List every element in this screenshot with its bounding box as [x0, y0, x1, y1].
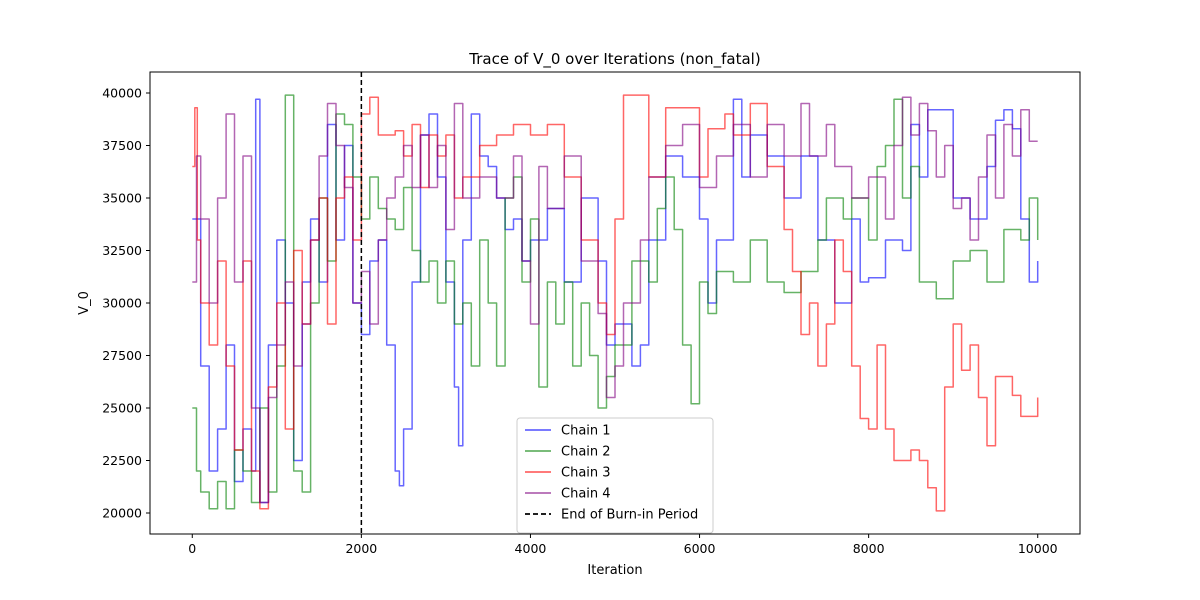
y-tick-label: 40000 [102, 86, 142, 101]
x-axis-label: Iteration [587, 563, 642, 578]
y-tick-label: 37500 [102, 138, 142, 153]
legend-box [516, 417, 714, 534]
series-line-chain-2 [192, 94, 1039, 510]
y-tick-label: 25000 [102, 401, 142, 416]
legend-label: Chain 4 [561, 487, 611, 502]
y-tick-label: 30000 [102, 296, 142, 311]
y-tick-label: 22500 [102, 453, 142, 468]
x-tick-label: 10000 [1018, 541, 1058, 556]
y-tick-label: 32500 [102, 243, 142, 258]
y-tick-label: 27500 [102, 348, 142, 363]
x-tick-label: 2000 [345, 541, 377, 556]
y-axis-ticks: 20000 22500 25000 27500 30000 32500 35000 37500… [102, 86, 150, 521]
x-tick-label: 8000 [853, 541, 885, 556]
series-line-chain-1 [192, 98, 1039, 504]
legend: Chain 1 Chain 2 Chain 3 Chain 4 End of Burn-… [516, 417, 714, 534]
y-tick-label: 20000 [102, 506, 142, 521]
y-tick-label: 35000 [102, 191, 142, 206]
legend-label: Chain 2 [561, 445, 611, 460]
series-line-chain-4 [192, 96, 1038, 504]
series-layer [192, 94, 1039, 512]
chart-title: Trace of V_0 over Iterations (non_fatal) [468, 50, 760, 69]
y-axis-label: V_0 [77, 291, 92, 315]
x-tick-label: 4000 [515, 541, 547, 556]
x-tick-label: 6000 [684, 541, 716, 556]
legend-label: Chain 3 [561, 466, 611, 481]
x-tick-label: 0 [188, 541, 196, 556]
legend-label: Chain 1 [561, 424, 611, 439]
x-axis-ticks: 0 2000 4000 6000 8000 10000 [188, 534, 1058, 556]
legend-label: End of Burn-in Period [561, 508, 698, 523]
